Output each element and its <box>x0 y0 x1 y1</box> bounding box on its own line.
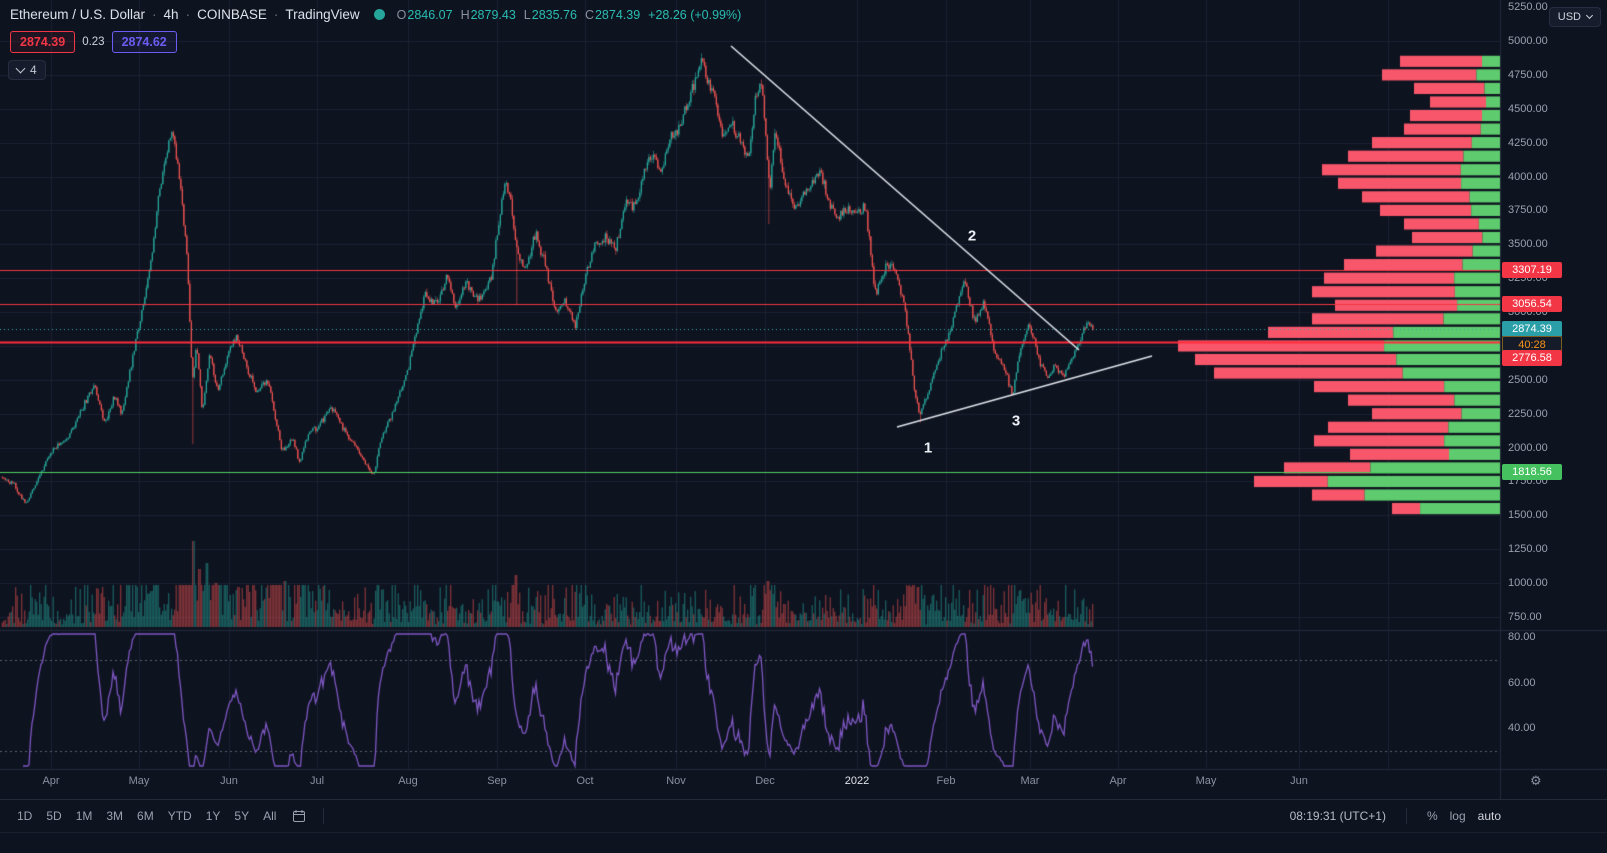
toolbar-divider <box>323 808 325 824</box>
range-button-1d[interactable]: 1D <box>17 809 33 823</box>
close-value: 2874.39 <box>594 7 641 22</box>
range-button-5d[interactable]: 5D <box>46 809 62 823</box>
brand-label: TradingView <box>285 7 360 22</box>
open-label: O <box>396 7 407 22</box>
clock-label[interactable]: 08:19:31 (UTC+1) <box>1289 809 1386 823</box>
bottom-toolbar-right: 08:19:31 (UTC+1) % log auto <box>1290 808 1597 824</box>
low-label: L <box>523 7 531 22</box>
open-value: 2846.07 <box>407 7 453 22</box>
sell-price-button[interactable]: 2874.39 <box>10 31 76 53</box>
close-label: C <box>584 7 594 22</box>
ohlc-readout: O 2846.07 H 2879.43 L 2835.76 C 2874.39 +28.… <box>397 8 742 22</box>
buy-price-button[interactable]: 2874.62 <box>111 31 177 53</box>
chevron-down-icon <box>1585 11 1594 20</box>
status-dot-icon <box>373 9 385 20</box>
exchange-label: COINBASE <box>197 7 267 22</box>
spread-value: 0.23 <box>82 36 105 48</box>
separator-dot: · <box>273 7 279 22</box>
go-to-date-icon[interactable] <box>291 808 307 824</box>
collapsed-indicators-chip[interactable]: 4 <box>8 60 46 80</box>
separator-dot: · <box>185 7 191 22</box>
auto-scale-button[interactable]: auto <box>1477 809 1501 823</box>
currency-label: USD <box>1557 11 1581 23</box>
buy-sell-panel: 2874.39 0.23 2874.62 <box>10 31 177 53</box>
low-value: 2835.76 <box>531 7 577 22</box>
range-button-1m[interactable]: 1M <box>75 809 93 823</box>
bottom-toolbar: 1D 5D 1M 3M 6M YTD 1Y 5Y All 08:19:31 (UTC+1) % … <box>0 799 1607 833</box>
range-button-ytd[interactable]: YTD <box>167 809 192 823</box>
range-button-5y[interactable]: 5Y <box>234 809 250 823</box>
change-value: +28.26 (+0.99%) <box>648 7 742 22</box>
separator-dot: · <box>152 7 157 22</box>
indicator-count: 4 <box>30 63 37 77</box>
chevron-down-icon <box>15 63 26 74</box>
chart-legend: Ethereum / U.S. Dollar · 4h · COINBASE ·… <box>10 7 741 22</box>
high-value: 2879.43 <box>470 7 516 22</box>
symbol-title[interactable]: Ethereum / U.S. Dollar <box>10 7 146 22</box>
range-button-6m[interactable]: 6M <box>137 809 154 823</box>
range-button-1y[interactable]: 1Y <box>205 809 221 823</box>
high-label: H <box>460 7 470 22</box>
axis-settings-gear-icon[interactable]: ⚙ <box>1530 774 1542 789</box>
currency-selector[interactable]: USD <box>1548 7 1601 27</box>
range-button-all[interactable]: All <box>263 809 277 823</box>
log-scale-button[interactable]: log <box>1449 809 1466 823</box>
range-button-3m[interactable]: 3M <box>106 809 124 823</box>
toolbar-divider <box>1405 808 1407 824</box>
date-range-buttons: 1D 5D 1M 3M 6M YTD 1Y 5Y All <box>10 806 283 826</box>
percent-scale-button[interactable]: % <box>1426 809 1438 823</box>
interval-label[interactable]: 4h <box>163 7 179 22</box>
